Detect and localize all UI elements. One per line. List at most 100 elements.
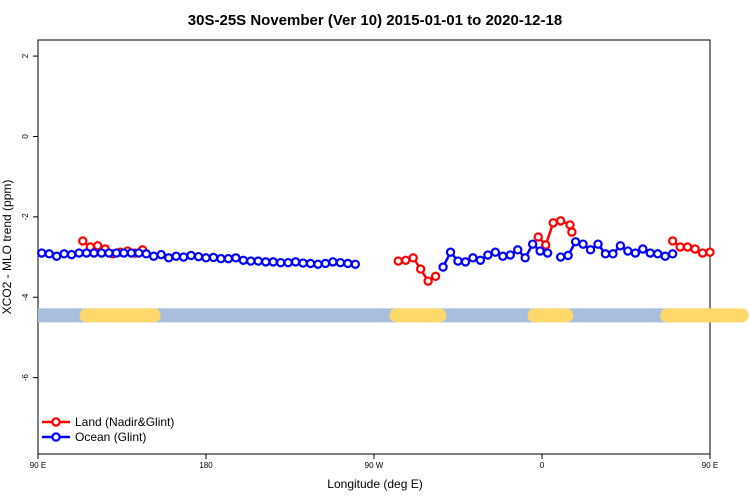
legend-swatch-marker bbox=[51, 417, 61, 427]
data-point bbox=[555, 252, 566, 262]
x-tick-label: 90 E bbox=[702, 461, 718, 470]
data-point bbox=[96, 248, 107, 258]
data-point bbox=[320, 258, 331, 269]
data-point bbox=[535, 246, 545, 256]
y-tick-label: -6 bbox=[21, 374, 30, 382]
data-point bbox=[555, 216, 566, 226]
data-point bbox=[520, 253, 530, 263]
y-tick-label: 2 bbox=[21, 53, 30, 58]
data-point bbox=[193, 251, 204, 262]
x-tick-label: 90 W bbox=[365, 461, 384, 470]
data-point bbox=[59, 249, 69, 259]
data-point bbox=[570, 237, 581, 247]
data-point bbox=[578, 239, 588, 249]
data-point bbox=[630, 248, 641, 258]
data-point bbox=[675, 242, 685, 252]
x-tick-label: 0 bbox=[540, 461, 545, 470]
data-point bbox=[567, 227, 577, 237]
data-point bbox=[468, 253, 478, 263]
series-group bbox=[37, 237, 678, 272]
data-point bbox=[645, 248, 655, 258]
data-point bbox=[208, 252, 219, 263]
data-point bbox=[335, 257, 346, 268]
x-axis: 90 E 180 90 W 0 90 E bbox=[30, 454, 718, 470]
data-point bbox=[393, 256, 403, 266]
data-point bbox=[667, 236, 678, 246]
data-point bbox=[231, 253, 241, 263]
data-point bbox=[541, 240, 551, 250]
data-point bbox=[134, 248, 144, 258]
data-point bbox=[74, 248, 84, 258]
data-point bbox=[548, 218, 558, 228]
data-point bbox=[104, 248, 114, 258]
legend-swatch-marker bbox=[51, 432, 61, 442]
y-axis-label: XCO2 - MLO trend (ppm) bbox=[0, 180, 14, 315]
data-point bbox=[126, 248, 137, 258]
data-point bbox=[401, 255, 411, 265]
data-point bbox=[638, 244, 648, 254]
data-point bbox=[475, 255, 486, 265]
y-axis: 2 0 -2 -4 -6 bbox=[21, 53, 38, 381]
legend-label: Ocean (Glint) bbox=[75, 430, 146, 444]
data-point bbox=[600, 249, 611, 259]
data-point bbox=[615, 241, 626, 251]
data-point bbox=[51, 251, 62, 261]
data-point bbox=[171, 251, 181, 261]
data-point bbox=[149, 251, 159, 261]
data-point bbox=[216, 253, 226, 264]
y-tick-label: -2 bbox=[21, 213, 30, 221]
data-point bbox=[483, 250, 493, 260]
data-point bbox=[268, 257, 278, 267]
data-point bbox=[690, 244, 700, 254]
data-point bbox=[313, 259, 323, 269]
x-tick-label: 90 E bbox=[30, 461, 46, 470]
data-point bbox=[667, 249, 678, 259]
data-point bbox=[682, 242, 693, 252]
series-layer bbox=[37, 216, 715, 286]
data-point bbox=[156, 249, 166, 260]
data-point bbox=[563, 250, 573, 261]
data-point bbox=[89, 248, 99, 258]
data-point bbox=[513, 245, 523, 255]
data-point bbox=[201, 253, 211, 263]
data-point bbox=[565, 220, 575, 230]
data-point bbox=[223, 253, 234, 264]
data-point bbox=[186, 250, 196, 261]
y-tick-label: 0 bbox=[21, 134, 30, 139]
data-point bbox=[593, 239, 603, 249]
data-point bbox=[93, 241, 103, 251]
data-point bbox=[505, 250, 515, 260]
data-point bbox=[37, 248, 47, 258]
data-point bbox=[408, 253, 418, 263]
data-point bbox=[261, 257, 271, 267]
data-point bbox=[660, 251, 670, 261]
data-point bbox=[246, 256, 256, 266]
data-point bbox=[438, 262, 448, 272]
data-point bbox=[66, 249, 77, 260]
series-group bbox=[78, 216, 715, 286]
data-point bbox=[498, 251, 508, 261]
data-point bbox=[608, 249, 618, 259]
data-point bbox=[585, 245, 596, 255]
data-point bbox=[705, 247, 715, 257]
data-point bbox=[533, 232, 543, 242]
data-point bbox=[253, 256, 263, 266]
data-point bbox=[460, 257, 471, 267]
x-axis-label: Longitude (deg E) bbox=[327, 477, 422, 491]
data-point bbox=[111, 248, 122, 258]
data-point bbox=[490, 247, 501, 257]
data-point bbox=[290, 257, 301, 267]
data-point bbox=[430, 271, 441, 282]
data-point bbox=[78, 236, 88, 246]
data-point bbox=[527, 239, 538, 249]
data-point bbox=[343, 258, 353, 269]
data-point bbox=[44, 249, 54, 259]
y-tick-label: -4 bbox=[21, 293, 30, 301]
data-point bbox=[350, 259, 361, 269]
data-point bbox=[81, 248, 92, 258]
data-point bbox=[275, 257, 286, 268]
data-point bbox=[697, 248, 708, 258]
data-point bbox=[178, 252, 189, 262]
data-point bbox=[653, 249, 663, 259]
